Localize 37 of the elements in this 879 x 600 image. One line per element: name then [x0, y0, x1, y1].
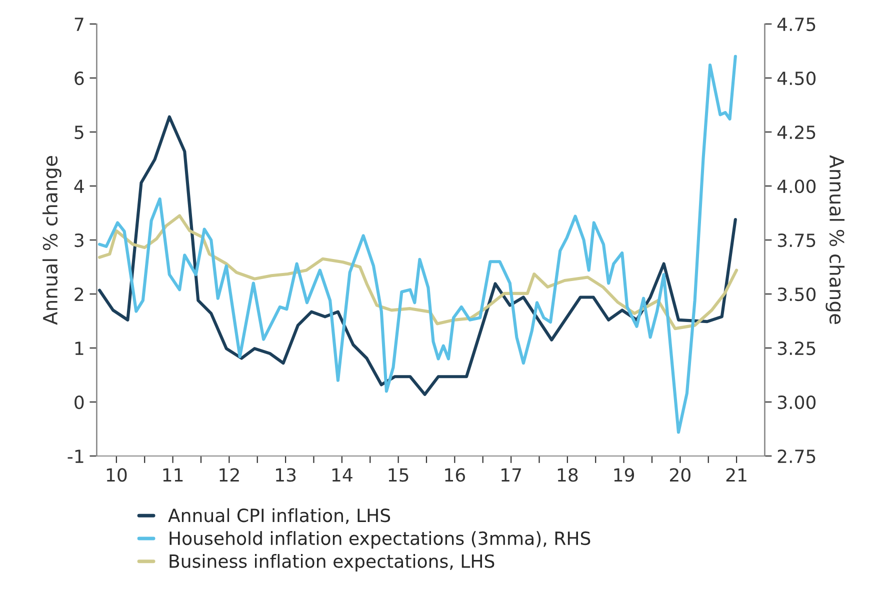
- y2-axis-title: Annual % change: [826, 155, 845, 324]
- y2-tick-label: 3.00: [778, 395, 816, 410]
- x-tick-label: 10: [106, 468, 127, 482]
- y-tick-label: 6: [74, 71, 84, 86]
- x-tick-label: 13: [276, 468, 296, 482]
- y-tick-label: 0: [74, 395, 84, 410]
- y2-tick-label: 4.00: [777, 179, 816, 194]
- y2-tick-label: 3.25: [778, 341, 816, 356]
- y2-tick-label: 4.50: [777, 71, 816, 86]
- legend-label: Business inflation expectations, LHS: [170, 554, 494, 572]
- x-tick-label: 14: [332, 468, 352, 482]
- y-axis-title: Annual % change: [42, 156, 62, 325]
- y-tick-label: 7: [74, 18, 84, 31]
- x-tick-label: 15: [388, 468, 408, 482]
- line-series: [98, 115, 737, 396]
- y2-tick-label: 4.75: [777, 18, 816, 32]
- legend-label: Household inflation expectations (3mma), RHS: [170, 531, 590, 549]
- legend-label: Annual CPI inflation, LHS: [168, 508, 390, 524]
- x-tick-label: 17: [502, 468, 521, 482]
- x-tick-label: 11: [163, 468, 183, 482]
- y2-tick-label: 3.50: [778, 287, 816, 302]
- y-tick-label: 2: [74, 287, 84, 301]
- x-tick-label: 19: [614, 468, 634, 482]
- line-series: [98, 54, 737, 434]
- y-tick-label: 5: [74, 126, 84, 140]
- x-tick-label: 16: [445, 468, 466, 482]
- x-tick-label: 20: [670, 468, 690, 482]
- x-tick-label: 18: [558, 468, 578, 482]
- y-tick-label: -1: [68, 450, 84, 463]
- y2-tick-label: 4.25: [777, 125, 816, 140]
- y-tick-label: 4: [74, 180, 84, 193]
- y2-tick-label: 2.75: [778, 449, 816, 464]
- x-tick-label: 21: [726, 468, 746, 482]
- x-tick-label: 12: [220, 468, 239, 482]
- y-tick-label: 3: [74, 233, 84, 248]
- y2-tick-label: 3.75: [778, 233, 816, 248]
- y-tick-label: 1: [75, 342, 84, 355]
